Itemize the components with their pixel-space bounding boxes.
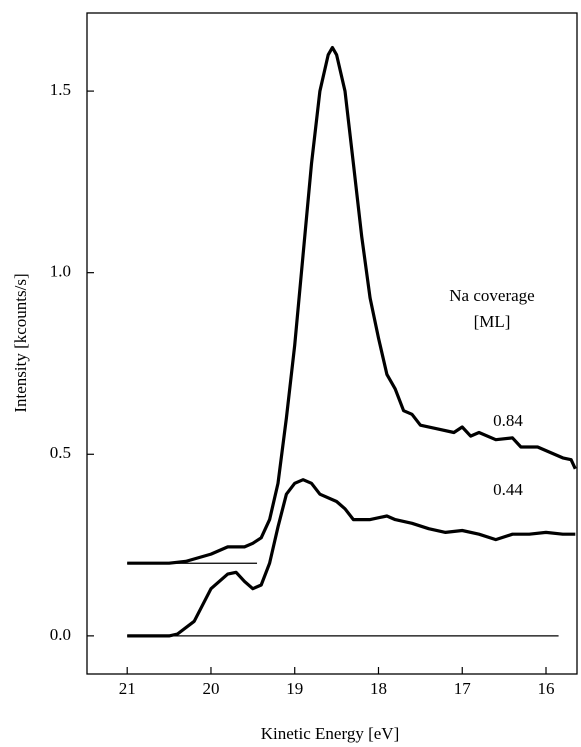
- x-axis-title: Kinetic Energy [eV]: [261, 724, 399, 743]
- data-line: [127, 478, 576, 638]
- series-label: 0.84: [493, 411, 523, 430]
- y-tick-label: 1.0: [50, 262, 71, 281]
- series-label: 0.44: [493, 480, 523, 499]
- x-tick-label: 17: [454, 679, 472, 698]
- y-axis-title: Intensity [kcounts/s]: [11, 273, 30, 412]
- legend-title: [ML]: [474, 312, 511, 331]
- y-tick-label: 1.5: [50, 80, 71, 99]
- plot-frame: [86, 12, 578, 675]
- data-line: [127, 45, 577, 565]
- x-tick-label: 18: [370, 679, 387, 698]
- y-tick-label: 0.5: [50, 443, 71, 462]
- x-tick-label: 16: [538, 679, 555, 698]
- x-tick-label: 20: [202, 679, 219, 698]
- x-tick-label: 21: [119, 679, 136, 698]
- x-tick-label: 19: [286, 679, 303, 698]
- legend-title: Na coverage: [449, 286, 534, 305]
- y-tick-label: 0.0: [50, 625, 71, 644]
